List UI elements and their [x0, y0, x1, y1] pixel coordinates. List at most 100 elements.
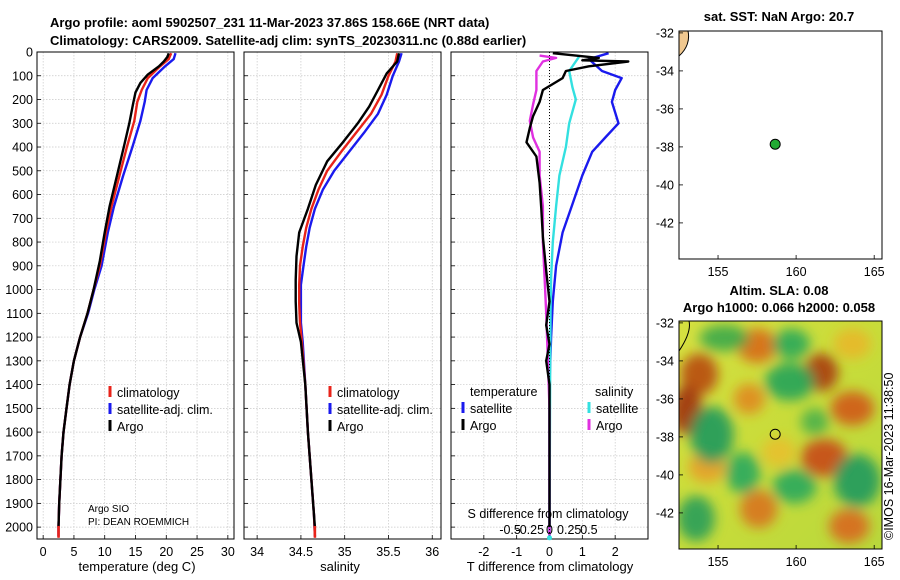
depth-tick-label: 1000	[5, 283, 33, 297]
sla-heatmap	[679, 321, 882, 549]
x-tick-label: 10	[98, 545, 112, 559]
diff-legend-s-argo: Argo	[596, 419, 622, 433]
salinity-panel: 34 34.5 35 35.5 36	[243, 51, 442, 559]
depth-tick-label: 1600	[5, 426, 33, 440]
temp-legend-argo: Argo	[117, 420, 143, 434]
depth-tick-label: 1200	[5, 331, 33, 345]
sla-anomaly-field	[679, 324, 881, 544]
diff-xlabel: T difference from climatology	[467, 559, 634, 574]
sla-anomaly-blob	[689, 406, 734, 464]
depth-tick-label: 500	[12, 164, 33, 178]
lat-tick-label: -42	[656, 506, 674, 520]
sla-anomaly-blob	[699, 324, 750, 352]
sst-coast	[679, 31, 690, 57]
x-tick-label: 34.5	[289, 545, 313, 559]
sla-map-panel: 155 160 165 -32 -34 -36 -38 -40 -42	[656, 316, 885, 569]
sla-anomaly-blob	[761, 436, 797, 468]
panel-temp-frame	[36, 51, 235, 540]
lon-tick-label: 165	[864, 555, 885, 569]
lat-tick-label: -36	[656, 102, 674, 116]
diff-legend-temperature-title: temperature	[470, 385, 537, 399]
depth-tick-label: 1700	[5, 449, 33, 463]
depth-tick-label: 0	[26, 46, 33, 60]
imos-watermark: ©IMOS 16-Mar-2023 11:38:50	[882, 373, 896, 540]
lat-tick-label: -32	[656, 316, 674, 330]
sst-map-title: sat. SST: NaN Argo: 20.7	[704, 9, 855, 24]
lat-tick-label: -38	[656, 430, 674, 444]
lat-tick-label: -36	[656, 392, 674, 406]
diff-legend-s-satellite: satellite	[596, 402, 638, 416]
lat-tick-label: -34	[656, 64, 674, 78]
series-line-s-satellite	[548, 56, 580, 537]
sla-anomaly-blob	[772, 328, 811, 359]
sla-anomaly-blob	[828, 509, 870, 544]
sla-anomaly-blob	[733, 383, 765, 415]
sla-map-title-line1: Altim. SLA: 0.08	[730, 283, 829, 298]
panel-sla-frame	[678, 320, 883, 550]
depth-tick-label: 1400	[5, 378, 33, 392]
s-tick-label: -0.5	[499, 523, 521, 537]
lat-tick-label: -40	[656, 468, 674, 482]
sla-map-title-line2: Argo h1000: 0.066 h2000: 0.058	[683, 300, 875, 315]
sla-anomaly-blob	[772, 469, 817, 504]
depth-tick-label: 100	[12, 69, 33, 83]
depth-tick-label: 2000	[5, 521, 33, 535]
depth-tick-label: 800	[12, 236, 33, 250]
lat-tick-label: -40	[656, 178, 674, 192]
float-location-marker	[769, 138, 781, 150]
diff-legend-t-argo: Argo	[470, 419, 496, 433]
lat-tick-label: -32	[656, 26, 674, 40]
series-line-argo	[294, 52, 401, 528]
lon-tick-label: 160	[786, 265, 807, 279]
x-tick-label: -2	[478, 545, 489, 559]
x-tick-label: 2	[612, 545, 619, 559]
series-line-argo	[57, 52, 170, 528]
x-tick-label: 36	[425, 545, 439, 559]
lon-tick-label: 165	[864, 265, 885, 279]
sla-anomaly-blob	[739, 490, 778, 529]
lon-tick-label: 155	[708, 555, 729, 569]
lat-tick-label: -38	[656, 140, 674, 154]
sal-legend-argo: Argo	[337, 420, 363, 434]
depth-tick-label: 1300	[5, 354, 33, 368]
depth-tick-label: 400	[12, 141, 33, 155]
sal-xlabel: salinity	[320, 559, 360, 574]
s-tick-label: 0.5	[580, 523, 597, 537]
depth-tick-label: 300	[12, 117, 33, 131]
x-tick-label: 25	[190, 545, 204, 559]
depth-tick-label: 700	[12, 212, 33, 226]
depth-tick-label: 1900	[5, 497, 33, 511]
sla-anomaly-blob	[800, 438, 848, 477]
panel-sst-frame	[678, 30, 883, 260]
sal-legend-satellite: satellite-adj. clim.	[337, 403, 433, 417]
x-tick-label: 1	[579, 545, 586, 559]
diff-legend-salinity-title: salinity	[595, 385, 634, 399]
lon-tick-label: 160	[786, 555, 807, 569]
depth-tick-label: 600	[12, 188, 33, 202]
temp-annotation-pi: PI: DEAN ROEMMICH	[88, 517, 189, 528]
depth-tick-label: 1500	[5, 402, 33, 416]
x-tick-label: 5	[70, 545, 77, 559]
diff-legend-t-satellite: satellite	[470, 402, 512, 416]
figure-title-line2: Climatology: CARS2009. Satellite-adj cli…	[50, 33, 526, 48]
x-tick-label: 35.5	[376, 545, 400, 559]
sla-anomaly-blob	[830, 391, 875, 426]
x-tick-label: 35	[338, 545, 352, 559]
s-tick-label: -0.25	[516, 523, 545, 537]
difference-panel: -2 -1 0 1 2 -0.5-0.25 0 0.250.5	[450, 51, 649, 559]
depth-tick-label: 1100	[6, 307, 33, 321]
lat-tick-label: -34	[656, 354, 674, 368]
x-tick-label: 0	[546, 545, 553, 559]
temp-legend-satellite: satellite-adj. clim.	[117, 403, 213, 417]
diff-s-axis-label: S difference from climatology	[468, 507, 630, 521]
sal-legend-climatology: climatology	[337, 386, 400, 400]
sla-anomaly-blob	[833, 454, 881, 508]
depth-tick-label: 900	[12, 259, 33, 273]
sst-map-panel: 155 160 165 -32 -34 -36 -38 -40 -42	[656, 26, 885, 279]
sla-anomaly-blob	[680, 353, 719, 396]
sla-anomaly-blob	[679, 495, 715, 542]
x-tick-label: -1	[511, 545, 522, 559]
panel-sal-frame	[243, 51, 442, 540]
